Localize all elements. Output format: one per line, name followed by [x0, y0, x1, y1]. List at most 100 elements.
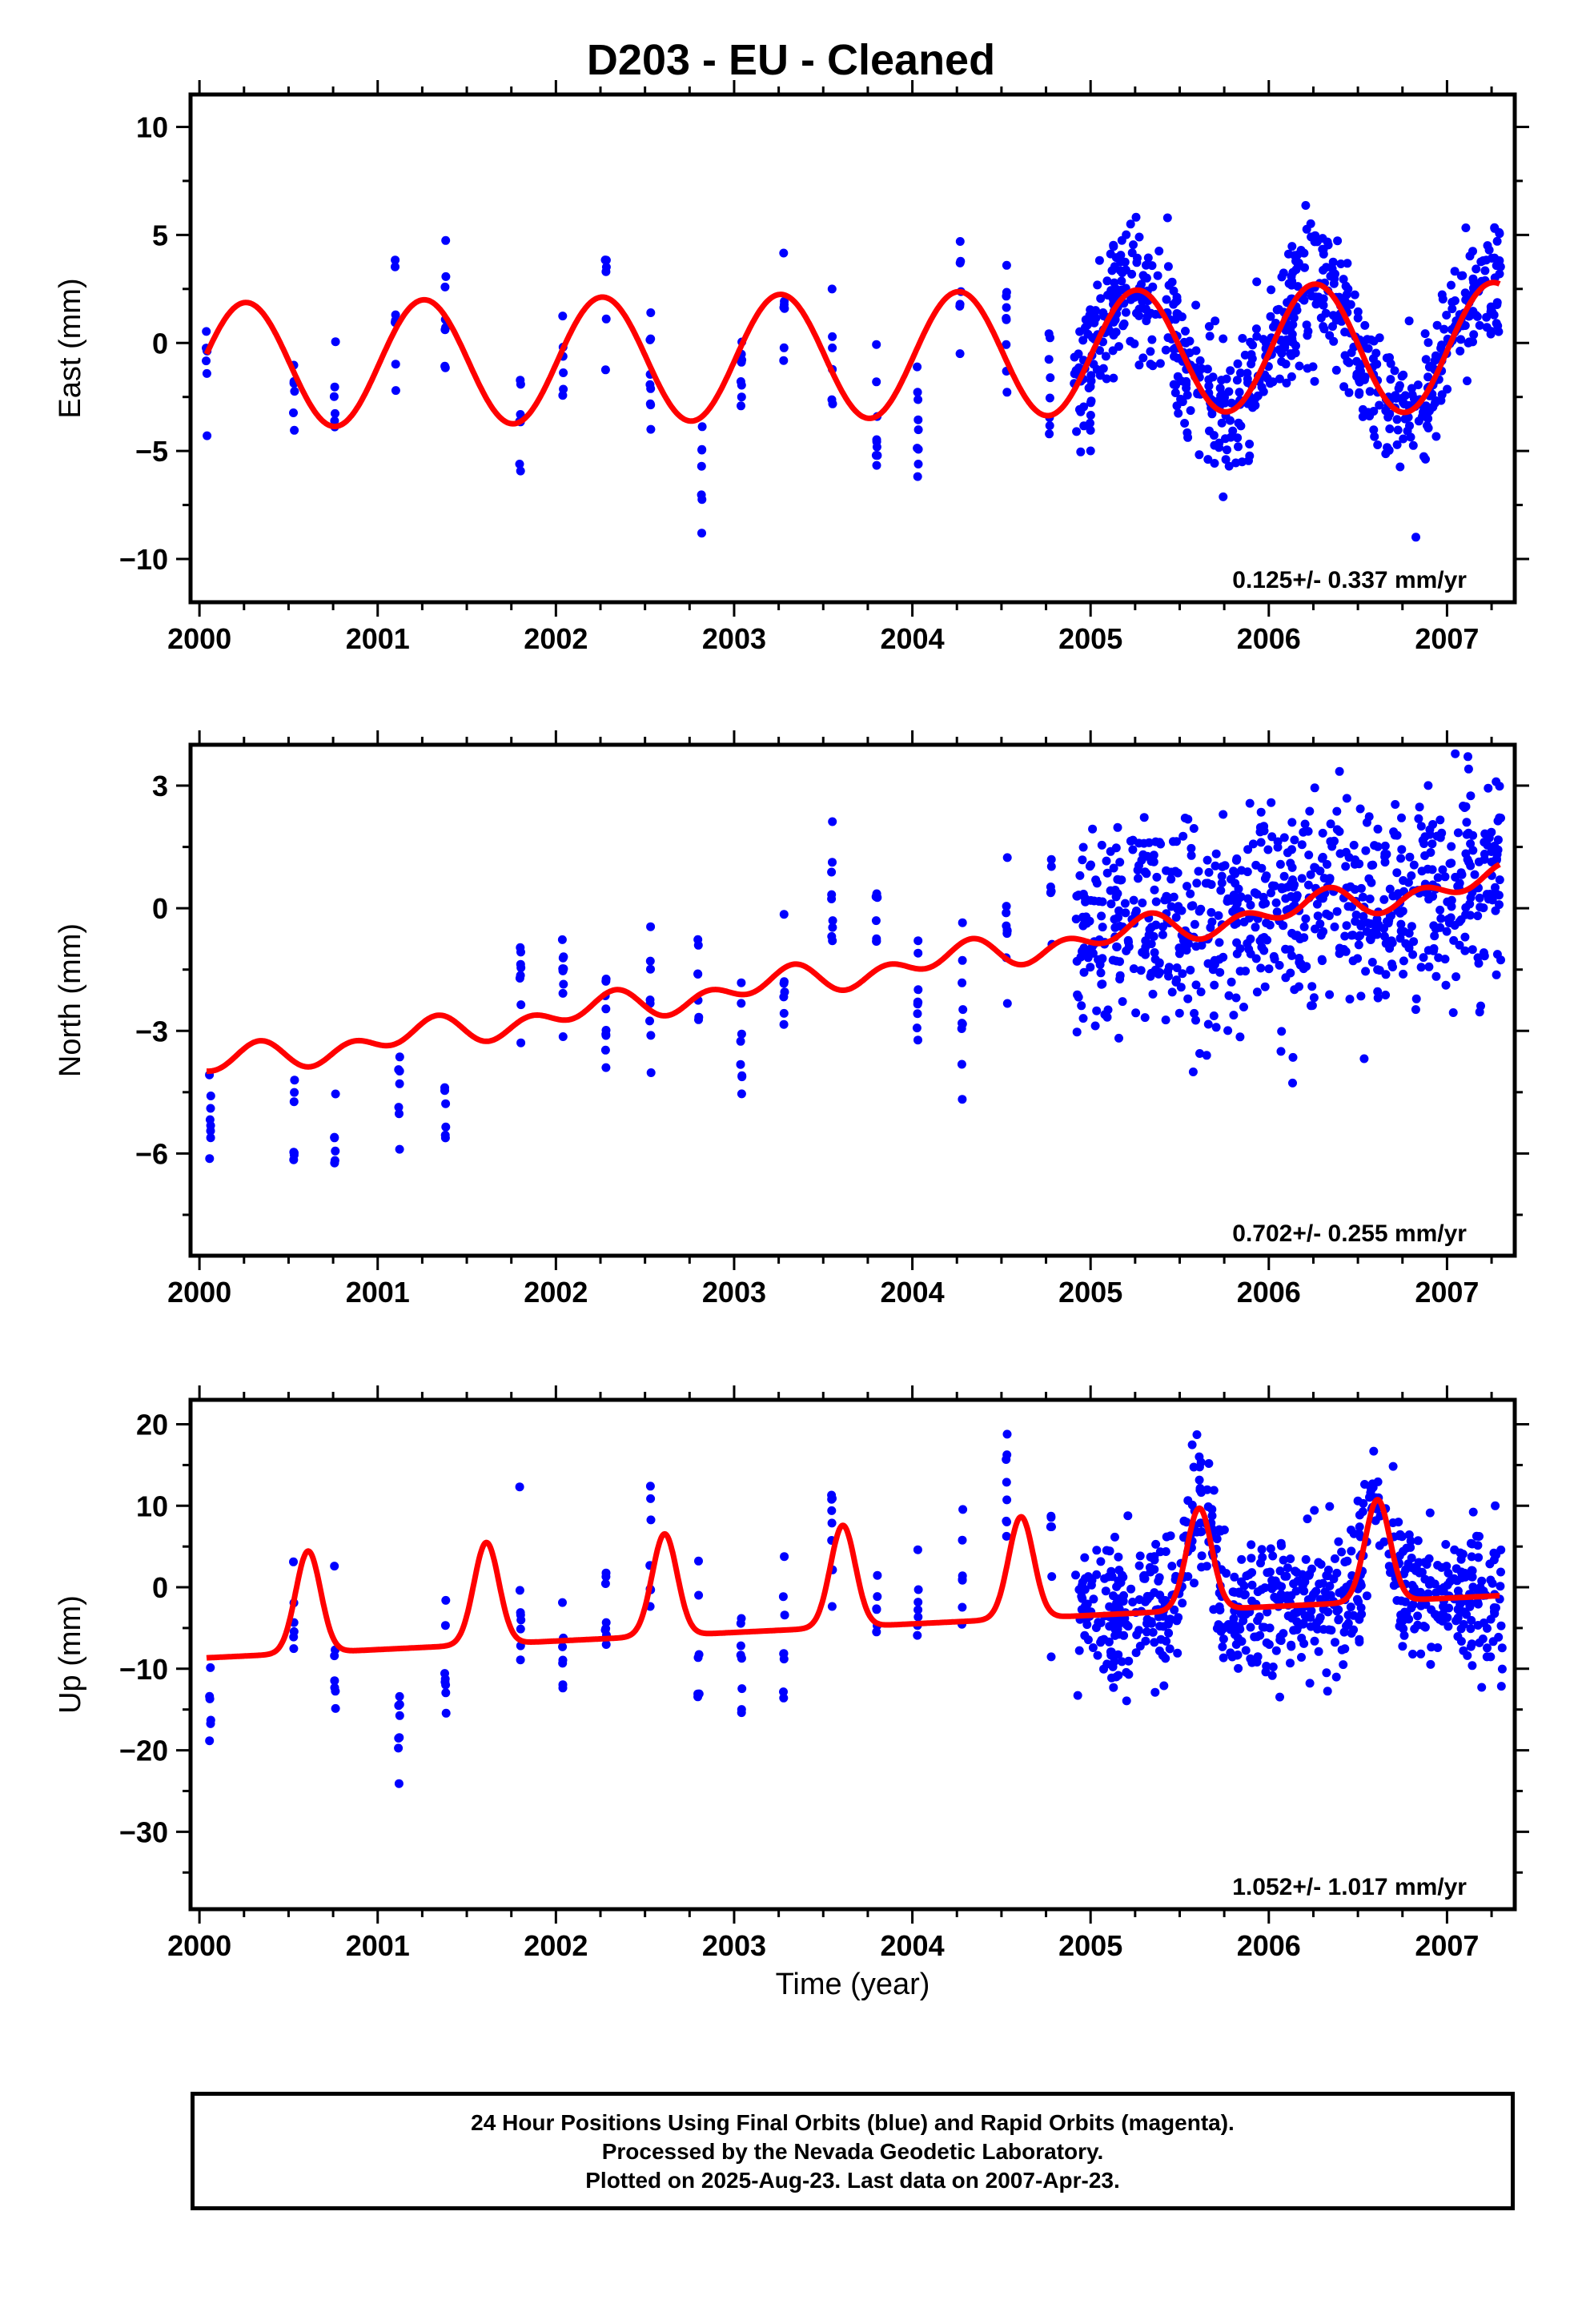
data-point — [1369, 1446, 1379, 1456]
data-point — [558, 1598, 567, 1607]
y-tick-label: −10 — [119, 1653, 168, 1686]
data-point — [779, 1008, 789, 1018]
data-point — [1045, 429, 1054, 439]
data-point — [1228, 426, 1238, 436]
data-point — [205, 1115, 215, 1124]
data-point — [1276, 1047, 1286, 1056]
data-point — [1046, 862, 1056, 871]
data-point — [1342, 1621, 1351, 1630]
data-point — [394, 1743, 404, 1753]
data-point — [1173, 904, 1182, 914]
data-point — [1384, 445, 1394, 455]
data-point — [516, 963, 526, 972]
data-point — [1470, 870, 1480, 879]
data-point — [601, 1572, 611, 1582]
data-point — [1247, 1596, 1257, 1606]
data-point — [779, 1693, 789, 1703]
data-point — [1102, 276, 1112, 286]
data-point — [1119, 1630, 1129, 1640]
data-point — [1129, 240, 1138, 250]
data-point — [1410, 1624, 1419, 1634]
data-point — [1287, 951, 1296, 960]
data-point — [1384, 915, 1394, 925]
data-point — [440, 1133, 450, 1143]
data-point — [1161, 1596, 1170, 1605]
data-point — [1365, 895, 1375, 903]
data-point — [1331, 365, 1341, 375]
data-point — [1163, 333, 1173, 343]
data-point — [1191, 942, 1201, 951]
data-point — [1447, 842, 1456, 851]
data-point — [1464, 752, 1472, 762]
x-tick-label: 2001 — [346, 1929, 410, 1962]
data-point — [206, 1133, 215, 1143]
data-point — [1306, 1613, 1315, 1622]
data-point — [1114, 913, 1123, 923]
data-point — [331, 1703, 340, 1713]
data-point — [1430, 1610, 1439, 1619]
data-point — [1464, 764, 1473, 774]
east-observations — [202, 201, 1505, 542]
data-point — [1332, 907, 1342, 916]
data-point — [1316, 1559, 1326, 1569]
data-point — [1411, 1005, 1420, 1015]
up-rate-label: 1.052+/- 1.017 mm/yr — [1232, 1874, 1467, 1900]
data-point — [1264, 964, 1274, 974]
data-point — [1464, 337, 1474, 347]
data-point — [1365, 1493, 1374, 1502]
data-point — [1255, 827, 1265, 837]
data-point — [1460, 932, 1470, 942]
footer-line-1: 24 Hour Positions Using Final Orbits (bl… — [471, 2110, 1235, 2135]
data-point — [1483, 241, 1492, 251]
data-point — [1046, 1652, 1056, 1662]
data-point — [558, 1683, 568, 1693]
data-point — [958, 1535, 967, 1545]
data-point — [1353, 954, 1363, 963]
data-point — [1044, 355, 1054, 364]
data-point — [1086, 963, 1095, 972]
data-point — [1265, 1623, 1275, 1633]
data-point — [1302, 224, 1311, 234]
data-point — [1482, 1652, 1492, 1662]
data-point — [1325, 874, 1335, 883]
data-point — [1245, 451, 1255, 460]
data-point — [1367, 878, 1376, 887]
data-point — [1174, 949, 1184, 959]
data-point — [516, 1038, 526, 1047]
data-point — [1319, 300, 1328, 310]
data-point — [1267, 888, 1275, 898]
data-point — [1002, 1450, 1012, 1460]
data-point — [1431, 924, 1440, 934]
data-point — [1313, 911, 1323, 921]
data-point — [1343, 356, 1352, 366]
data-point — [1148, 361, 1158, 371]
data-point — [289, 1632, 299, 1642]
data-point — [1086, 425, 1095, 435]
data-point — [1319, 927, 1328, 936]
data-point — [289, 408, 298, 417]
data-point — [957, 1059, 966, 1069]
data-point — [1083, 1635, 1093, 1645]
data-point — [1260, 1583, 1270, 1593]
data-point — [1424, 962, 1434, 971]
data-point — [1076, 952, 1086, 962]
data-point — [1123, 1511, 1133, 1521]
data-point — [1117, 1657, 1126, 1667]
data-point — [290, 387, 299, 396]
data-point — [1186, 889, 1195, 899]
data-point — [206, 1126, 215, 1136]
data-point — [1183, 432, 1193, 442]
data-point — [778, 1592, 788, 1602]
data-point — [1098, 955, 1107, 963]
data-point — [1424, 1554, 1434, 1563]
data-point — [1088, 948, 1098, 958]
data-point — [1358, 1507, 1367, 1517]
data-point — [1117, 285, 1126, 295]
y-tick-label: 10 — [136, 1490, 168, 1522]
data-point — [601, 1029, 611, 1039]
data-point — [1203, 959, 1213, 968]
north-observations — [205, 749, 1505, 1168]
north-y-axis-label: North (mm) — [54, 923, 87, 1077]
data-point — [205, 1154, 215, 1164]
data-point — [1116, 1578, 1126, 1587]
